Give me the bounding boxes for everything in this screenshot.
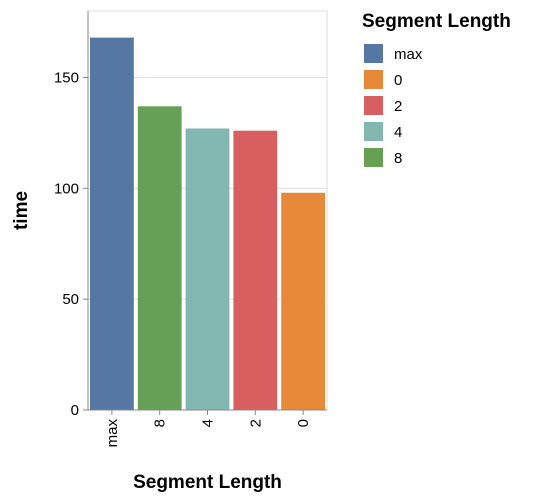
legend: Segment Length max 0 2 4 8 [362,11,511,167]
legend-items: max 0 2 4 8 [364,44,423,167]
legend-label: 0 [394,72,402,89]
x-tick-label: 2 [247,419,264,427]
axes: 0 50 100 150 max 8 4 2 0 [54,10,328,447]
legend-label: max [394,46,423,63]
legend-item: 4 [364,122,402,141]
bar-4 [185,128,230,410]
y-axis-ticks: 0 50 100 150 [54,70,88,419]
y-tick-label: 100 [54,180,79,197]
legend-label: 8 [394,150,402,167]
bar-8 [137,106,182,411]
y-axis-title: time [11,191,32,230]
legend-item: 0 [364,70,402,89]
x-axis-title: Segment Length [133,472,282,493]
legend-item: 8 [364,148,402,167]
bar-max [90,37,134,410]
x-tick-label: 4 [200,419,217,427]
y-tick-label: 0 [71,402,79,419]
bars [90,37,325,411]
x-axis-ticks: max 8 4 2 0 [104,410,312,447]
x-tick-label: 0 [295,419,312,427]
x-tick-label: 8 [152,419,169,427]
legend-swatch [364,44,383,63]
legend-title: Segment Length [362,11,511,32]
y-tick-label: 50 [62,291,79,308]
legend-item: max [364,44,423,63]
bar-0 [281,192,325,410]
y-tick-label: 150 [54,70,79,87]
x-tick-label: max [104,419,121,448]
bar-2 [233,130,278,410]
legend-swatch [364,70,383,89]
legend-label: 2 [394,98,402,115]
legend-swatch [364,122,383,141]
legend-swatch [364,148,383,167]
legend-swatch [364,96,383,115]
legend-label: 4 [394,124,402,141]
legend-item: 2 [364,96,402,115]
